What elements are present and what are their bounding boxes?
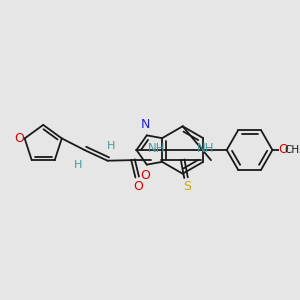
Text: S: S xyxy=(183,180,191,194)
Text: N: N xyxy=(141,118,150,131)
Text: NH: NH xyxy=(197,142,215,155)
Text: CH₃: CH₃ xyxy=(284,145,300,155)
Text: O: O xyxy=(279,143,289,157)
Text: H: H xyxy=(74,160,83,170)
Text: NH: NH xyxy=(148,142,165,155)
Text: H: H xyxy=(107,141,115,151)
Text: O: O xyxy=(140,169,150,182)
Text: O: O xyxy=(133,180,143,193)
Text: O: O xyxy=(15,132,25,145)
